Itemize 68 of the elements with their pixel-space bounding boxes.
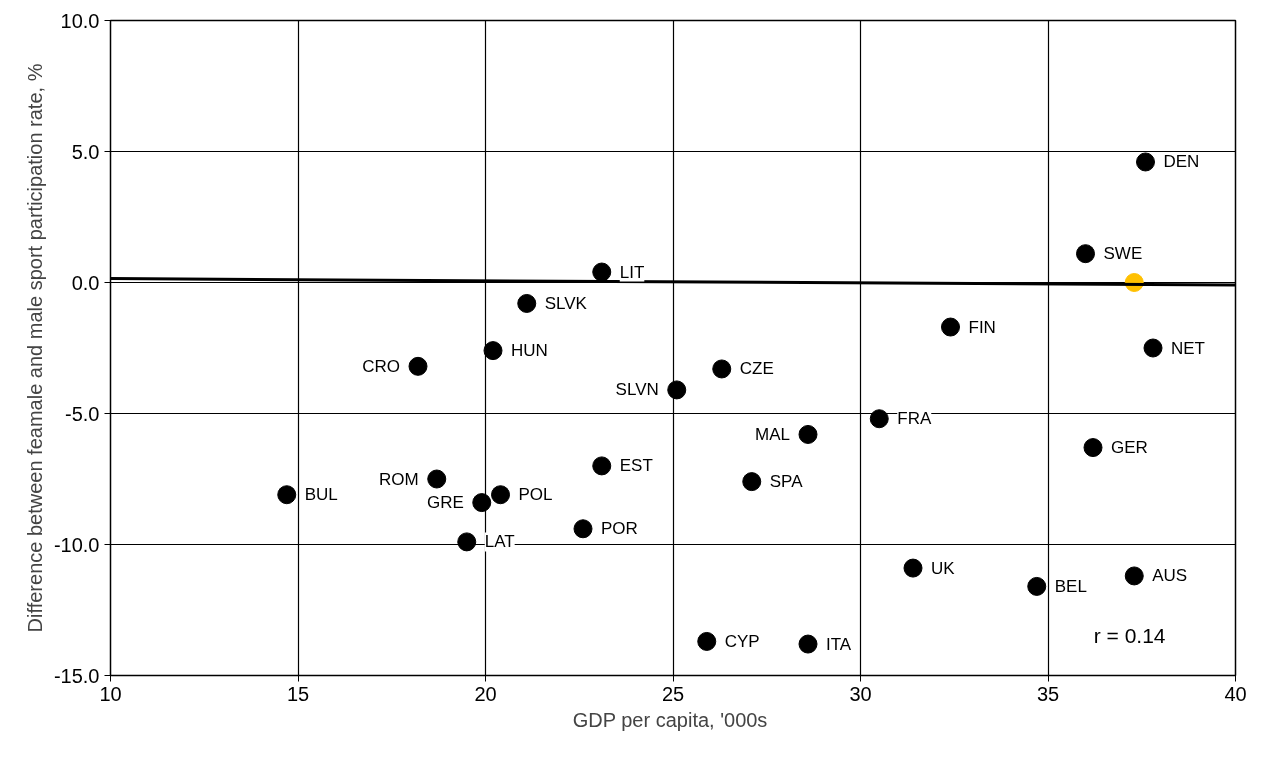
annotation: AUS <box>1152 566 1188 586</box>
annotation: SPA <box>769 472 804 492</box>
point <box>1076 244 1095 264</box>
y-tick-label: 0.0 <box>71 271 100 294</box>
point <box>457 532 477 552</box>
x-tick-label: 35 <box>1036 682 1060 705</box>
point <box>1143 338 1163 358</box>
y-axis-title: Difference between feamale and male sport participation rate, % <box>23 63 46 633</box>
y-tick-label: 10.0 <box>60 9 100 32</box>
point <box>592 456 612 476</box>
point <box>941 317 960 337</box>
point <box>573 519 593 539</box>
point <box>1027 576 1047 596</box>
point <box>869 409 889 429</box>
point <box>472 493 492 513</box>
annotation: UK <box>931 558 956 578</box>
annotation: CYP <box>724 631 760 651</box>
point <box>517 293 537 313</box>
annotation: MAL <box>755 424 791 444</box>
point <box>903 558 923 578</box>
annotation: SLVN <box>615 380 659 400</box>
point <box>483 341 503 361</box>
annotation: EST <box>619 456 653 476</box>
point <box>427 469 447 489</box>
x-tick-label: 25 <box>661 682 685 705</box>
annotation: BEL <box>1054 576 1087 596</box>
annotation: SWE <box>1103 244 1143 264</box>
point <box>1124 566 1144 586</box>
annotation: BUL <box>304 485 338 505</box>
annotation: FIN <box>968 317 996 337</box>
point <box>798 424 818 444</box>
annotation: SLVK <box>544 293 588 313</box>
point <box>491 485 510 505</box>
point <box>798 634 818 654</box>
x-tick-label: 30 <box>849 682 872 705</box>
annotation: FRA <box>897 409 932 429</box>
x-axis-title: GDP per capita, '000s <box>572 708 768 731</box>
annotation: GER <box>1111 438 1148 458</box>
y-tick-label: -15.0 <box>53 664 100 687</box>
point <box>667 380 687 400</box>
annotation: ITA <box>826 634 852 654</box>
x-tick-label: 10 <box>99 682 122 705</box>
annotation: GRE <box>426 493 464 513</box>
annotation: LAT <box>484 532 515 552</box>
point <box>742 472 762 492</box>
x-tick-label: 15 <box>286 682 310 705</box>
annotation: POR <box>601 519 638 539</box>
annotation: ROM <box>379 469 419 489</box>
point <box>1136 152 1155 172</box>
annotation: HUN <box>511 341 548 361</box>
annotation: POL <box>518 485 553 505</box>
y-tick-label: 5.0 <box>71 140 100 163</box>
x-tick-label: 20 <box>474 682 497 705</box>
point <box>712 359 732 379</box>
y-tick-label: -10.0 <box>53 533 100 556</box>
point <box>592 262 612 282</box>
point <box>277 485 297 505</box>
point <box>1083 438 1103 458</box>
annotation: r = 0.14 <box>1093 624 1166 647</box>
x-tick-label: 40 <box>1224 682 1247 705</box>
point <box>408 356 428 376</box>
annotation: CRO <box>362 356 400 376</box>
annotation: NET <box>1171 338 1205 358</box>
annotation: DEN <box>1163 152 1200 172</box>
point <box>697 631 717 651</box>
annotation: LIT <box>619 262 645 282</box>
annotation: CZE <box>739 359 774 379</box>
y-tick-label: -5.0 <box>65 402 100 425</box>
